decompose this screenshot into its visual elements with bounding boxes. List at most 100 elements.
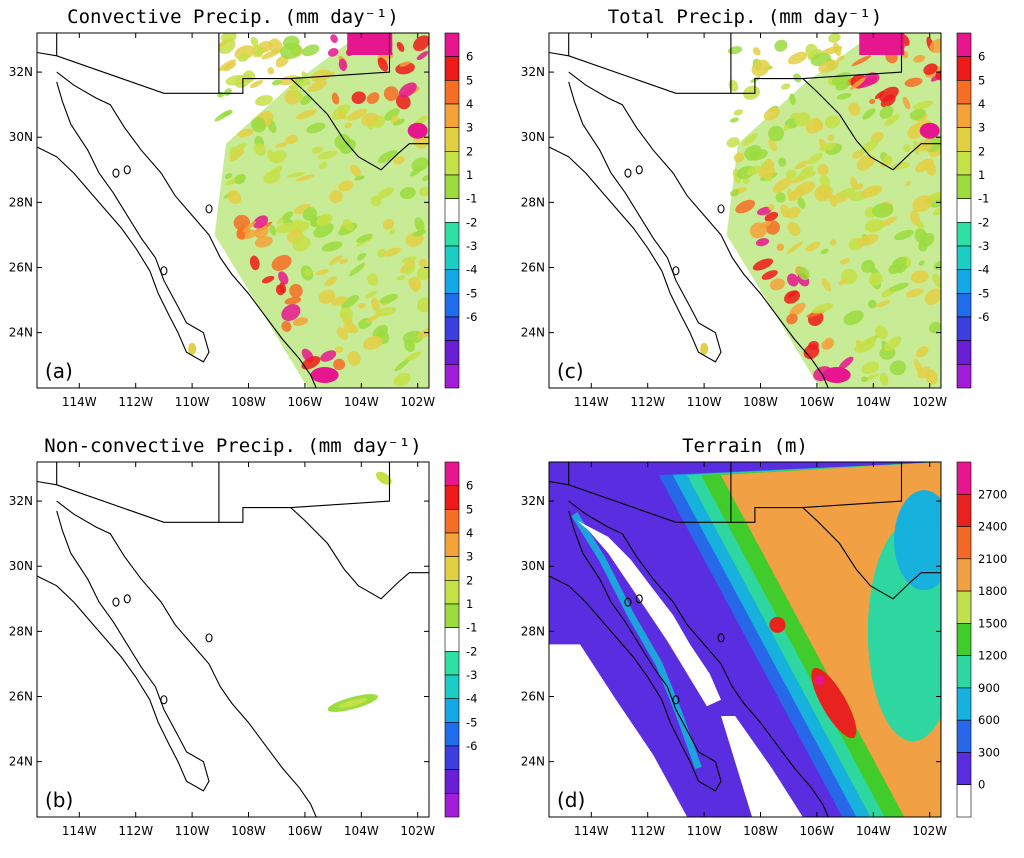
colorbar-label: 0 xyxy=(978,778,985,792)
colorbar-label: 2700 xyxy=(978,487,1007,501)
lat-tick-label: 30N xyxy=(521,559,545,573)
map-svg: 114W 112W 110W 108W 106W 104W 102W 24N 26N 28N 30N… xyxy=(9,6,478,409)
colorbar-swatch xyxy=(444,485,460,510)
colorbar-swatch xyxy=(956,752,972,786)
colorbar-swatch xyxy=(444,269,460,294)
colorbar-label: 2 xyxy=(466,573,473,587)
colorbar-swatch xyxy=(956,103,972,128)
lon-tick-label: 110W xyxy=(687,824,722,838)
colorbar-swatch xyxy=(956,32,972,57)
colorbar-swatch xyxy=(444,509,460,534)
lon-tick-label: 112W xyxy=(118,824,153,838)
colorbar-label: 5 xyxy=(466,73,473,87)
lon-tick-label: 102W xyxy=(400,824,435,838)
colorbar-swatch xyxy=(444,293,460,318)
map-frame xyxy=(548,461,942,818)
lon-tick-label: 114W xyxy=(62,395,97,409)
colorbar: 6 5 4 3 2 1 -1 -2 -3 -4 -5 -6 xyxy=(444,461,477,818)
colorbar-swatch xyxy=(956,461,972,495)
map-svg: 114W 112W 110W 108W 106W 104W 102W 24N 26N 28N 30N… xyxy=(521,435,1008,838)
colorbar-swatch xyxy=(444,316,460,341)
colorbar-swatch xyxy=(444,532,460,557)
coastlines xyxy=(549,33,941,388)
colorbar-swatch xyxy=(956,623,972,656)
colorbar-swatch xyxy=(444,580,460,605)
map-frame xyxy=(36,32,430,389)
panel-title: Total Precip. (mm day⁻¹) xyxy=(608,6,883,28)
colorbar-swatch xyxy=(444,698,460,723)
colorbar-swatch xyxy=(956,269,972,294)
lon-tick-label: 110W xyxy=(175,824,210,838)
panel-convective-precip: 114W 112W 110W 108W 106W 104W 102W 24N 26N 28N 30N… xyxy=(0,0,512,429)
colorbar-swatch xyxy=(444,198,460,223)
lat-tick-label: 28N xyxy=(521,195,545,209)
panel-label: (c) xyxy=(557,359,584,383)
map-frame xyxy=(36,461,430,818)
colorbar-swatch xyxy=(444,722,460,747)
lat-tick-label: 26N xyxy=(9,260,33,274)
colorbar-swatch xyxy=(444,103,460,128)
colorbar-swatch xyxy=(956,364,972,389)
colorbar-label: -5 xyxy=(466,286,477,300)
colorbar-label: -5 xyxy=(466,715,477,729)
lon-tick-label: 106W xyxy=(288,395,323,409)
lat-tick-label: 26N xyxy=(9,689,33,703)
lat-tick-label: 26N xyxy=(521,689,545,703)
colorbar-label: 2 xyxy=(466,144,473,158)
lat-tick-label: 32N xyxy=(9,65,33,79)
colorbar-label: -3 xyxy=(466,668,477,682)
colorbar: 6 5 4 3 2 1 -1 -2 -3 -4 -5 -6 xyxy=(956,32,989,389)
colorbar: 6 5 4 3 2 1 -1 -2 -3 -4 -5 -6 xyxy=(444,32,477,389)
colorbar-label: -3 xyxy=(466,239,477,253)
colorbar-label: -1 xyxy=(466,621,477,635)
colorbar-swatch xyxy=(444,556,460,581)
colorbar-label: 1200 xyxy=(978,649,1007,663)
lon-tick-label: 108W xyxy=(231,395,266,409)
colorbar-label: 300 xyxy=(978,745,1000,759)
axis-ticks: 114W 112W 110W 108W 106W 104W 102W 24N 26N 28N 30N… xyxy=(9,462,435,838)
panel-label: (a) xyxy=(45,359,73,383)
colorbar-swatch xyxy=(444,745,460,770)
colorbar-label: 5 xyxy=(466,502,473,516)
lon-tick-label: 104W xyxy=(856,824,891,838)
colorbar-swatch xyxy=(956,151,972,176)
lat-tick-label: 30N xyxy=(9,130,33,144)
colorbar-swatch xyxy=(444,174,460,199)
colorbar-swatch xyxy=(956,127,972,152)
colorbar: 2700 2400 2100 1800 1500 1200 900 600 300 0 xyxy=(956,461,1007,818)
colorbar-swatch xyxy=(956,293,972,318)
colorbar-swatch xyxy=(444,222,460,247)
map-field xyxy=(700,33,941,388)
colorbar-label: -3 xyxy=(978,239,989,253)
colorbar-swatch xyxy=(444,674,460,699)
colorbar-label: -6 xyxy=(466,739,477,753)
colorbar-label: -1 xyxy=(978,192,989,206)
panel-title: Convective Precip. (mm day⁻¹) xyxy=(67,6,399,28)
lon-tick-label: 106W xyxy=(288,824,323,838)
colorbar-label: 4 xyxy=(978,97,985,111)
lon-tick-label: 108W xyxy=(743,824,778,838)
colorbar-swatch xyxy=(444,56,460,81)
lon-tick-label: 106W xyxy=(800,395,835,409)
colorbar-swatch xyxy=(956,340,972,365)
lat-tick-label: 32N xyxy=(521,494,545,508)
colorbar-swatch xyxy=(444,127,460,152)
lat-tick-label: 28N xyxy=(9,624,33,638)
panel-terrain: 114W 112W 110W 108W 106W 104W 102W 24N 26N 28N 30N… xyxy=(512,429,1024,858)
lat-tick-label: 32N xyxy=(9,494,33,508)
colorbar-swatch xyxy=(956,590,972,624)
colorbar-swatch xyxy=(444,80,460,105)
lon-tick-label: 114W xyxy=(574,824,609,838)
lon-tick-label: 102W xyxy=(912,824,947,838)
lat-tick-label: 24N xyxy=(521,326,545,340)
panel-label: (d) xyxy=(557,788,585,812)
colorbar-swatch xyxy=(956,526,972,560)
axis-ticks: 114W 112W 110W 108W 106W 104W 102W 24N 26N 28N 30N… xyxy=(9,33,435,409)
panel-nonconvective-precip: 114W 112W 110W 108W 106W 104W 102W 24N 26N 28N 30N… xyxy=(0,429,512,858)
map-field xyxy=(327,471,392,712)
lon-tick-label: 112W xyxy=(118,395,153,409)
colorbar-label: 3 xyxy=(466,550,473,564)
colorbar-swatch xyxy=(444,627,460,652)
lat-tick-label: 24N xyxy=(9,755,33,769)
colorbar-swatch xyxy=(444,603,460,628)
